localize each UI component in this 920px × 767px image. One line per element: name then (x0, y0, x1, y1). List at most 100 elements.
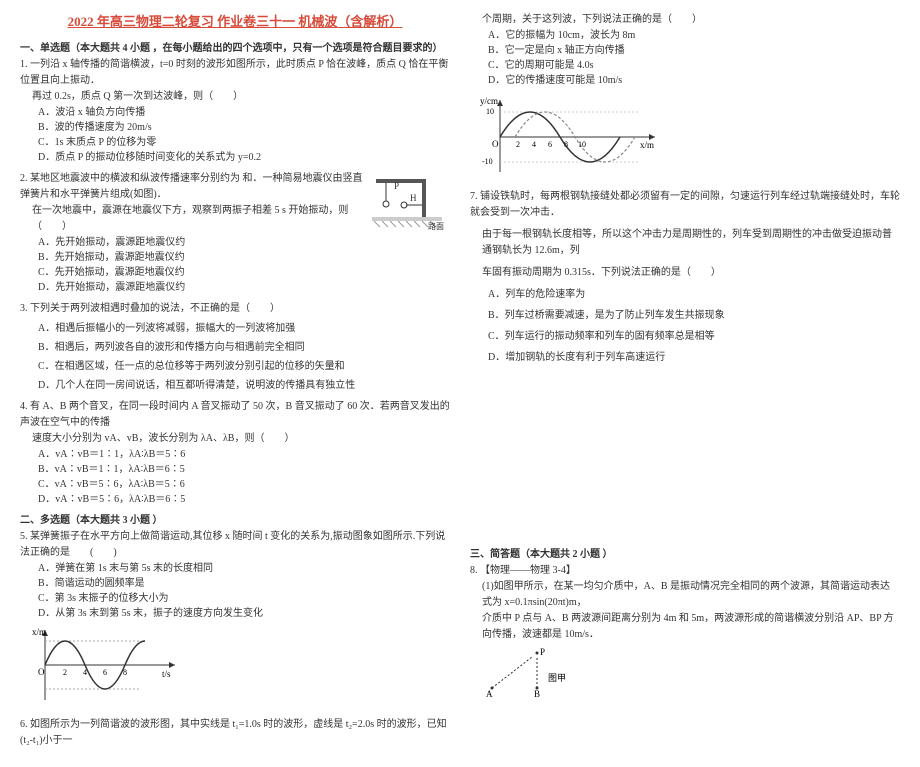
svg-text:-10: -10 (482, 157, 493, 166)
q8-text1: (1)如图甲所示，在某一均匀介质中，A、B 是振动情况完全相同的两个波源，其简谐… (470, 579, 900, 611)
svg-text:图甲: 图甲 (548, 673, 566, 683)
sine-chart-icon: x/m t/s O 2 4 6 8 (30, 625, 180, 705)
q3-opt-d: D．几个人在同一房间说话，相互都听得清楚，说明波的传播具有独立性 (20, 378, 450, 393)
q1-num: 1. (20, 59, 28, 70)
svg-text:O: O (38, 667, 45, 677)
svg-text:6: 6 (548, 140, 552, 149)
question-6-continued: 个周期，关于这列波，下列说法正确的是（ ） A．它的振幅为 10cm，波长为 8… (470, 12, 900, 183)
q4-opt-d: D．vA∶vB＝5∶6，λA∶λB＝6∶5 (20, 492, 450, 507)
q6-text: 如图所示为一列简谐波的波形图，其中实线是 t₁=1.0s 时的波形，虚线是 t₂… (20, 719, 447, 746)
svg-text:8: 8 (564, 140, 568, 149)
q8-title: 【物理――物理 3-4】 (480, 565, 576, 576)
q3-text: 下列关于两列波相遇时叠加的说法，不正确的是（ ） (30, 303, 280, 314)
q6-cont-text: 个周期，关于这列波，下列说法正确的是（ ） (470, 12, 900, 28)
q6-opt-b: B．它一定是向 x 轴正方向传播 (470, 43, 900, 58)
triangle-diagram-icon: A B P 图甲 (482, 643, 572, 698)
svg-text:4: 4 (532, 140, 536, 149)
q5-opt-a: A．弹簧在第 1s 末与第 5s 末的长度相同 (20, 561, 450, 576)
question-3: 3. 下列关于两列波相遇时叠加的说法，不正确的是（ ） A．相遇后振幅小的一列波… (20, 301, 450, 393)
q5-opt-d: D．从第 3s 末到第 5s 末，振子的速度方向发生变化 (20, 606, 450, 621)
q8-text2: 介质中 P 点与 A、B 两波源间距离分别为 4m 和 5m，两波源形成的简谐横… (470, 611, 900, 643)
q7-text1: 铺设铁轨时，每两根钢轨接缝处都必须留有一定的间隙，匀速运行列车经过轨端接缝处时，… (470, 191, 900, 218)
spacer (470, 371, 900, 541)
svg-text:路面: 路面 (428, 221, 444, 231)
q2-num: 2. (20, 173, 28, 184)
q2-text1: 某地区地震波中的横波和纵波传播速率分别约为 和．一种简易地震仪由竖直弹簧片和水平… (20, 173, 363, 200)
svg-text:x/m: x/m (640, 140, 654, 150)
left-column: 2022 年高三物理二轮复习 作业卷三十一 机械波（含解析） 一、单选题（本大题… (20, 12, 450, 755)
section1-head: 一、单选题（本大题共 4 小题 ，在每小题给出的四个选项中，只有一个选项是符合题… (20, 41, 450, 57)
q4-text2: 速度大小分别为 vA、vB，波长分别为 λA、λB，则（ ） (20, 431, 450, 447)
svg-text:10: 10 (578, 140, 586, 149)
question-4: 4. 有 A、B 两个音叉，在同一段时间内 A 音叉振动了 50 次，B 音叉振… (20, 399, 450, 507)
q2-opt-a: A．先开始振动，震源距地震仪约 (20, 235, 450, 250)
svg-text:2: 2 (63, 668, 67, 677)
q5-text: 某弹簧振子在水平方向上做简谐运动,其位移 x 随时间 t 变化的关系为,振动图象… (20, 531, 445, 558)
q5-num: 5. (20, 531, 28, 542)
q3-num: 3. (20, 303, 28, 314)
right-column: 个周期，关于这列波，下列说法正确的是（ ） A．它的振幅为 10cm，波长为 8… (470, 12, 900, 755)
q2-opt-b: B．先开始振动，震源距地震仪约 (20, 250, 450, 265)
q7-opt-a: A．列车的危险速率为 (470, 287, 900, 302)
svg-text:B: B (534, 689, 540, 698)
q8-num: 8. (470, 565, 478, 576)
q4-num: 4. (20, 401, 28, 412)
svg-text:x/m: x/m (32, 627, 46, 637)
question-5: 5. 某弹簧振子在水平方向上做简谐运动,其位移 x 随时间 t 变化的关系为,振… (20, 529, 450, 711)
svg-text:O: O (492, 139, 499, 149)
q6-opt-a: A．它的振幅为 10cm，波长为 8m (470, 28, 900, 43)
q2-diagram: P H 路面 (368, 173, 446, 237)
q1-opt-a: A．波沿 x 轴负方向传播 (20, 105, 450, 120)
q6-opt-d: D．它的传播速度可能是 10m/s (470, 73, 900, 88)
svg-text:6: 6 (103, 668, 107, 677)
question-7: 7. 铺设铁轨时，每两根钢轨接缝处都必须留有一定的间隙，匀速运行列车经过轨端接缝… (470, 189, 900, 365)
question-6: 6. 如图所示为一列简谐波的波形图，其中实线是 t₁=1.0s 时的波形，虚线是… (20, 717, 450, 749)
svg-text:P: P (394, 181, 399, 191)
q1-opt-d: D．质点 P 的振动位移随时间变化的关系式为 y=0.2 (20, 150, 450, 165)
q5-opt-c: C．第 3s 末振子的位移大小为 (20, 591, 450, 606)
svg-text:4: 4 (83, 668, 87, 677)
q7-opt-d: D．增加钢轨的长度有利于列车高速运行 (470, 350, 900, 365)
q1-text2: 再过 0.2s，质点 Q 第一次到达波峰，则（ ） (20, 89, 450, 105)
q1-text1: 一列沿 x 轴传播的简谐横波，t=0 时刻的波形如图所示，此时质点 P 恰在波峰… (20, 59, 448, 86)
q4-opt-c: C．vA∶vB＝5∶6，λA∶λB＝5∶6 (20, 477, 450, 492)
svg-text:H: H (410, 193, 417, 203)
svg-text:A: A (486, 689, 493, 698)
svg-text:y/cm: y/cm (480, 96, 498, 106)
q3-opt-a: A．相遇后振幅小的一列波将减弱，振幅大的一列波将加强 (20, 321, 450, 336)
page: 2022 年高三物理二轮复习 作业卷三十一 机械波（含解析） 一、单选题（本大题… (20, 12, 900, 755)
q6-chart: y/cm x/m 10 -10 O 2 4 6 8 10 (480, 92, 900, 183)
question-8: 8. 【物理――物理 3-4】 (1)如图甲所示，在某一均匀介质中，A、B 是振… (470, 563, 900, 704)
q4-opt-a: A．vA∶vB＝1∶1，λA∶λB＝5∶6 (20, 447, 450, 462)
q8-diagram: A B P 图甲 (470, 643, 900, 704)
svg-text:2: 2 (516, 140, 520, 149)
q4-text1: 有 A、B 两个音叉，在同一段时间内 A 音叉振动了 50 次，B 音叉振动了 … (20, 401, 450, 428)
q5-chart: x/m t/s O 2 4 6 8 (30, 625, 450, 711)
doc-title: 2022 年高三物理二轮复习 作业卷三十一 机械波（含解析） (20, 12, 450, 33)
q2-opt-d: D．先开始振动，震源距地震仪约 (20, 280, 450, 295)
spring-diagram-icon: P H 路面 (368, 173, 446, 231)
q3-opt-b: B．相遇后，两列波各自的波形和传播方向与相遇前完全相同 (20, 340, 450, 355)
q6-num: 6. (20, 719, 28, 730)
q4-opt-b: B．vA∶vB＝1∶1，λA∶λB＝6∶5 (20, 462, 450, 477)
q7-opt-b: B．列车过桥需要减速，是为了防止列车发生共振现象 (470, 308, 900, 323)
q3-opt-c: C．在相遇区域，任一点的总位移等于两列波分别引起的位移的矢量和 (20, 359, 450, 374)
section3-head: 三、简答题（本大题共 2 小题 ） (470, 547, 900, 563)
q7-opt-c: C．列车运行的振动频率和列车的固有频率总是相等 (470, 329, 900, 344)
question-1: 1. 一列沿 x 轴传播的简谐横波，t=0 时刻的波形如图所示，此时质点 P 恰… (20, 57, 450, 165)
svg-text:t/s: t/s (162, 669, 171, 679)
q7-num: 7. (470, 191, 478, 202)
q1-opt-c: C．1s 末质点 P 的位移为零 (20, 135, 450, 150)
q1-opt-b: B．波的传播速度为 20m/s (20, 120, 450, 135)
svg-text:10: 10 (486, 107, 494, 116)
q2-opt-c: C．先开始振动，震源距地震仪约 (20, 265, 450, 280)
svg-text:8: 8 (123, 668, 127, 677)
q5-opt-b: B．简谐运动的圆频率是 (20, 576, 450, 591)
q6-opt-c: C．它的周期可能是 4.0s (470, 58, 900, 73)
section2-head: 二、多选题（本大题共 3 小题 ） (20, 513, 450, 529)
svg-text:P: P (540, 647, 545, 657)
question-2: P H 路面 2. 某地区地震波中的横波和纵波传播速率分别约为 和．一种简易地震… (20, 171, 450, 295)
q7-text2: 由于每一根钢轨长度相等，所以这个冲击力是周期性的，列车受到周期性的冲击做受迫振动… (470, 227, 900, 259)
q7-text3: 车固有振动周期为 0.315s．下列说法正确的是（ ） (470, 265, 900, 281)
wave-chart-icon: y/cm x/m 10 -10 O 2 4 6 8 10 (480, 92, 660, 177)
